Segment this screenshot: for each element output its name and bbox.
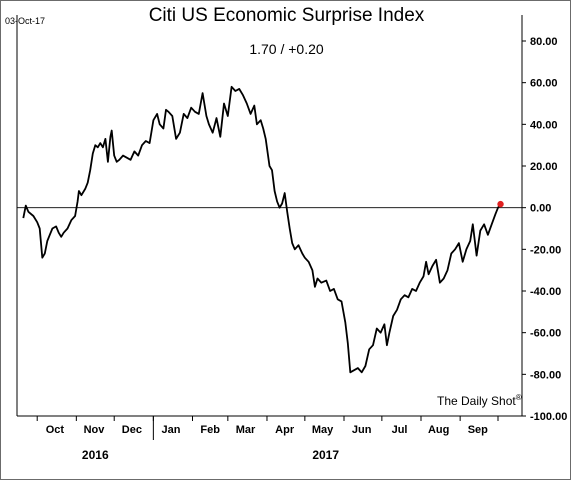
x-tick-label: Jan xyxy=(162,424,181,436)
x-tick-label: Jun xyxy=(352,424,372,436)
x-tick-label: Oct xyxy=(46,424,65,436)
y-tick-label: 80.00 xyxy=(530,36,558,48)
chart-title: Citi US Economic Surprise Index xyxy=(148,5,425,26)
x-tick-label: May xyxy=(312,424,334,436)
date-label: 03-Oct-17 xyxy=(5,16,46,26)
y-tick-label: -80.00 xyxy=(530,369,561,381)
x-tick-label: Sep xyxy=(468,424,488,436)
x-tick-label: Jul xyxy=(392,424,408,436)
x-tick-label: Feb xyxy=(200,424,220,436)
y-tick-label: -20.00 xyxy=(530,244,561,256)
year-label: 2017 xyxy=(312,448,339,462)
y-tick-label: -100.00 xyxy=(530,411,567,423)
source-label: The Daily Shot® xyxy=(437,393,522,408)
x-tick-label: Dec xyxy=(122,424,142,436)
year-label: 2016 xyxy=(82,448,109,462)
y-tick-label: -40.00 xyxy=(530,286,561,298)
series-line xyxy=(22,85,502,374)
x-tick-label: Nov xyxy=(84,424,106,436)
x-tick-label: Apr xyxy=(275,424,295,436)
y-tick-label: -60.00 xyxy=(530,328,561,340)
x-tick-label: Aug xyxy=(428,424,449,436)
y-tick-label: 20.00 xyxy=(530,161,558,173)
y-tick-label: 40.00 xyxy=(530,119,558,131)
chart-subtitle: 1.70 / +0.20 xyxy=(249,41,324,57)
source-text: The Daily Shot xyxy=(437,394,516,408)
y-tick-label: 60.00 xyxy=(530,78,558,90)
last-point-marker xyxy=(497,200,504,208)
y-tick-label: 0.00 xyxy=(530,203,551,215)
x-tick-label: Mar xyxy=(236,424,256,436)
registered-mark: ® xyxy=(515,393,522,402)
